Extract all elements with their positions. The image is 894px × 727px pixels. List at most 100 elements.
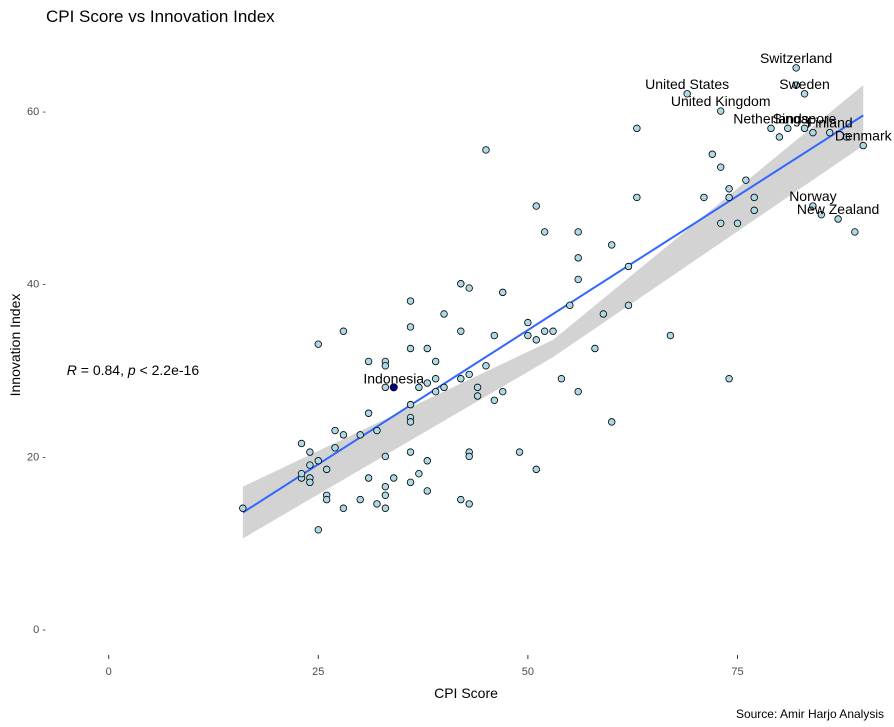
data-point bbox=[532, 202, 540, 210]
data-point bbox=[574, 228, 582, 236]
data-point bbox=[364, 409, 373, 417]
data-point bbox=[331, 444, 339, 452]
y-tick-label: 40 - bbox=[27, 279, 46, 291]
country-label: Denmark bbox=[835, 128, 893, 144]
data-point bbox=[700, 193, 708, 202]
data-point bbox=[431, 357, 440, 366]
data-point bbox=[406, 400, 415, 409]
data-point bbox=[381, 383, 390, 392]
data-point bbox=[499, 288, 507, 297]
data-point bbox=[490, 331, 499, 340]
country-label: Switzerland bbox=[760, 50, 832, 66]
country-label: Singapore bbox=[773, 110, 837, 126]
stat-value: < 2.2e-16 bbox=[136, 362, 200, 378]
data-point bbox=[465, 500, 473, 508]
data-point bbox=[297, 469, 306, 478]
data-point bbox=[423, 457, 431, 465]
data-point bbox=[473, 392, 482, 400]
data-point bbox=[356, 431, 364, 439]
data-point bbox=[482, 362, 490, 370]
x-tick-label: 75 bbox=[731, 666, 743, 678]
data-point bbox=[851, 228, 859, 236]
data-point bbox=[381, 362, 390, 370]
country-label: Norway bbox=[789, 188, 836, 204]
data-point bbox=[406, 448, 415, 456]
data-point bbox=[499, 387, 507, 396]
data-point bbox=[339, 431, 348, 439]
y-axis-title: Innovation Index bbox=[7, 294, 23, 397]
data-point bbox=[608, 418, 616, 426]
data-point bbox=[574, 254, 582, 262]
data-point bbox=[725, 193, 733, 202]
data-point bbox=[339, 327, 348, 335]
data-point bbox=[356, 495, 364, 504]
data-point bbox=[423, 379, 431, 387]
data-point bbox=[390, 474, 398, 482]
labeled-data-point bbox=[800, 90, 809, 98]
data-point bbox=[431, 375, 440, 383]
data-point bbox=[373, 500, 381, 508]
country-label: United States bbox=[645, 76, 729, 92]
data-point bbox=[549, 327, 557, 335]
data-point bbox=[297, 439, 306, 448]
data-point bbox=[306, 448, 314, 456]
x-axis-title: CPI Score bbox=[434, 685, 498, 701]
data-point bbox=[742, 176, 750, 184]
data-point bbox=[725, 185, 733, 193]
data-point bbox=[331, 426, 339, 435]
data-point bbox=[515, 448, 524, 456]
labeled-data-point bbox=[792, 64, 800, 72]
source-caption: Source: Amir Harjo Analysis bbox=[736, 707, 884, 721]
data-point bbox=[306, 478, 314, 487]
data-point bbox=[406, 418, 415, 426]
country-label: United Kingdom bbox=[671, 93, 771, 109]
data-point bbox=[322, 495, 331, 504]
y-tick-label: 0 - bbox=[33, 624, 46, 636]
data-point bbox=[725, 375, 733, 383]
data-point bbox=[306, 461, 314, 469]
labeled-data-point bbox=[767, 124, 775, 133]
data-point bbox=[406, 478, 415, 487]
data-point bbox=[440, 310, 448, 318]
x-axis: 0 25 50 75 bbox=[106, 655, 744, 678]
data-point bbox=[733, 219, 742, 228]
labeled-data-point bbox=[717, 107, 725, 115]
data-point bbox=[457, 375, 465, 383]
data-point bbox=[457, 495, 465, 504]
data-point bbox=[381, 491, 390, 499]
regression-line bbox=[242, 114, 864, 514]
highlight-point bbox=[389, 383, 398, 392]
labeled-data-point bbox=[683, 90, 691, 98]
data-point bbox=[809, 128, 817, 137]
data-point bbox=[239, 504, 247, 512]
data-point bbox=[574, 387, 582, 396]
data-point bbox=[557, 375, 566, 383]
data-point bbox=[415, 469, 423, 478]
data-point bbox=[406, 297, 415, 305]
data-point bbox=[842, 133, 851, 141]
data-point bbox=[339, 504, 348, 512]
data-point bbox=[431, 387, 440, 396]
data-point bbox=[532, 465, 540, 474]
data-point bbox=[364, 474, 373, 482]
data-point bbox=[373, 426, 381, 435]
data-point bbox=[784, 124, 792, 133]
data-point bbox=[322, 465, 331, 474]
data-point bbox=[314, 340, 322, 348]
stat-symbol: R bbox=[67, 362, 77, 378]
data-point bbox=[524, 331, 532, 340]
data-point bbox=[717, 219, 725, 228]
chart-title: CPI Score vs Innovation Index bbox=[46, 7, 275, 26]
data-point bbox=[633, 124, 641, 133]
data-point bbox=[624, 301, 633, 310]
data-point bbox=[792, 81, 800, 89]
data-point bbox=[465, 284, 473, 292]
data-point bbox=[423, 344, 431, 353]
data-point bbox=[817, 210, 826, 219]
y-tick-label: 60 - bbox=[27, 106, 46, 118]
data-points bbox=[239, 64, 867, 534]
x-tick-label: 50 bbox=[522, 666, 534, 678]
labeled-data-point bbox=[809, 202, 817, 210]
